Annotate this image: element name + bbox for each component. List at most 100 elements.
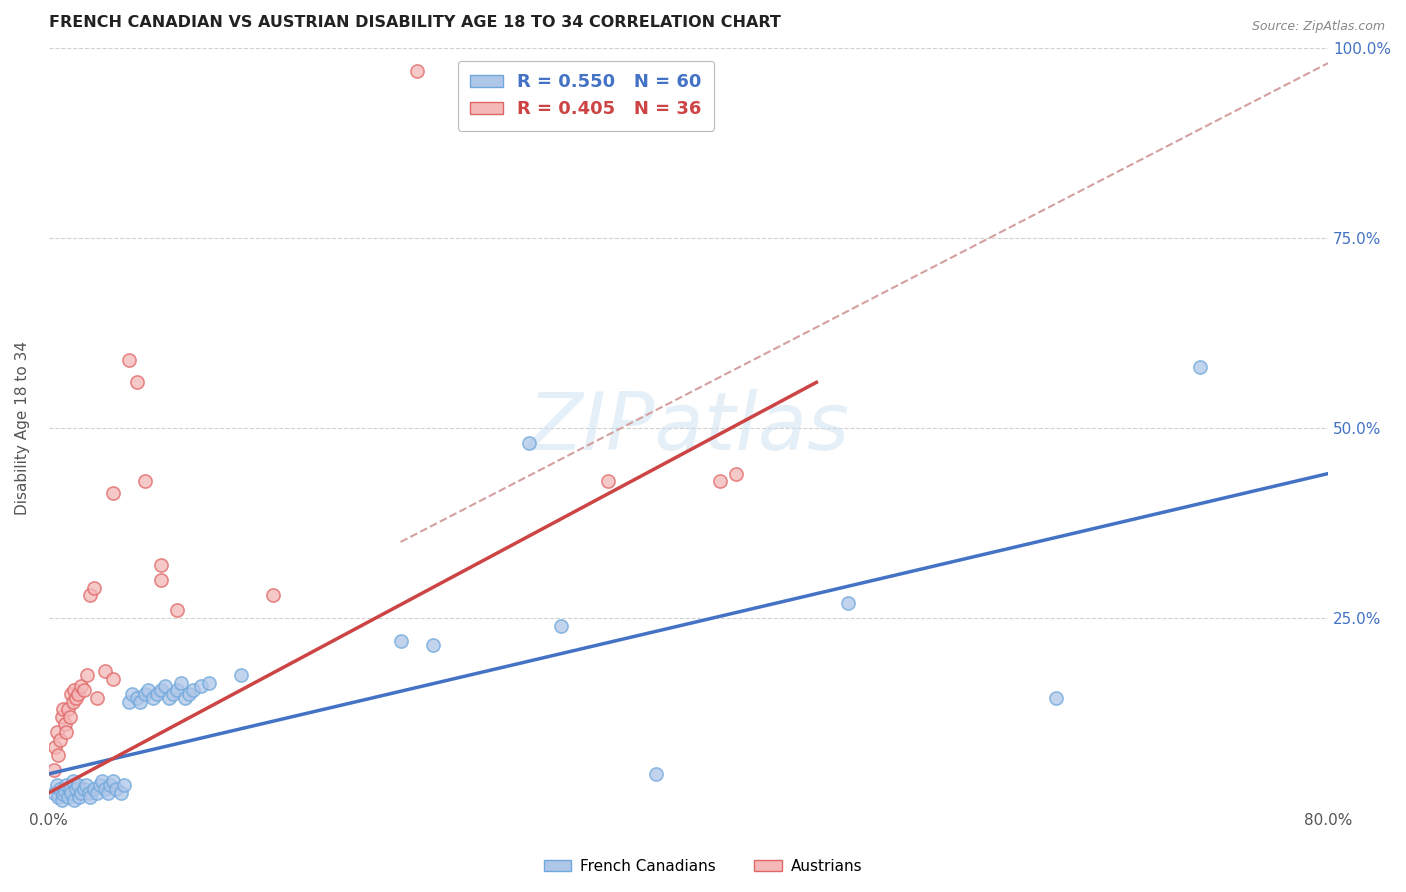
Point (66, 778, 89, 792)
Legend: French Canadians, Austrians: French Canadians, Austrians (537, 853, 869, 880)
Point (166, 683, 188, 698)
Point (98, 778, 121, 792)
Point (173, 690, 195, 705)
Point (42, 763, 65, 777)
Point (229, 668, 252, 682)
Point (46, 789, 69, 804)
Point (58, 782, 80, 797)
Point (46, 747, 69, 762)
Point (179, 687, 201, 701)
Point (709, 474, 731, 488)
Point (146, 687, 169, 701)
Point (89, 778, 111, 792)
Point (52, 788, 75, 802)
Y-axis label: Disability Age 18 to 34: Disability Age 18 to 34 (15, 341, 30, 515)
Point (63, 683, 86, 698)
Point (550, 618, 572, 632)
Point (97, 786, 120, 800)
Point (155, 680, 177, 694)
Point (86, 690, 108, 705)
Point (149, 573, 172, 587)
Point (51, 710, 73, 724)
Point (51, 793, 73, 807)
Point (134, 474, 156, 488)
Point (125, 690, 148, 705)
Point (69, 680, 91, 694)
Point (101, 672, 124, 686)
Point (1189, 360, 1212, 375)
Point (62, 695, 84, 709)
Point (83, 581, 105, 595)
Point (42, 786, 65, 800)
Point (55, 778, 77, 792)
Point (181, 683, 204, 698)
Point (197, 675, 219, 690)
Point (112, 778, 135, 792)
Point (93, 782, 115, 797)
Point (134, 687, 156, 701)
Point (93, 665, 115, 679)
Point (837, 596, 859, 610)
Point (44, 740, 66, 755)
Point (65, 782, 87, 797)
Point (62, 774, 84, 789)
Point (65, 690, 87, 705)
Text: Source: ZipAtlas.com: Source: ZipAtlas.com (1251, 20, 1385, 33)
Point (58, 710, 80, 724)
Point (118, 695, 141, 709)
Point (83, 782, 105, 797)
Point (55, 725, 77, 739)
Point (405, 63, 427, 78)
Point (52, 702, 75, 716)
Point (149, 558, 172, 572)
Point (45, 725, 67, 739)
Point (86, 786, 108, 800)
Point (598, 474, 620, 488)
Point (129, 695, 152, 709)
Point (45, 778, 67, 792)
Point (645, 767, 668, 781)
Point (66, 687, 89, 701)
Point (56, 789, 79, 804)
Legend: R = 0.550   N = 60, R = 0.405   N = 36: R = 0.550 N = 60, R = 0.405 N = 36 (458, 61, 714, 131)
Point (67, 789, 90, 804)
Point (170, 675, 193, 690)
Point (118, 352, 141, 367)
Point (60, 786, 83, 800)
Point (73, 782, 96, 797)
Point (49, 732, 72, 747)
Point (166, 603, 188, 617)
Point (110, 786, 132, 800)
Point (517, 436, 540, 450)
Point (142, 690, 165, 705)
Point (162, 687, 184, 701)
Point (69, 786, 91, 800)
Point (104, 782, 127, 797)
Point (157, 690, 180, 705)
Point (79, 789, 101, 804)
Point (53, 784, 76, 798)
Point (125, 376, 148, 390)
Point (53, 717, 76, 731)
Point (262, 588, 284, 602)
Point (725, 467, 748, 481)
Point (389, 633, 412, 648)
Point (149, 683, 172, 698)
Point (60, 687, 83, 701)
Text: ZIPatlas: ZIPatlas (527, 389, 849, 467)
Point (77, 786, 100, 800)
Point (101, 485, 124, 500)
Point (75, 778, 97, 792)
Text: FRENCH CANADIAN VS AUSTRIAN DISABILITY AGE 18 TO 34 CORRELATION CHART: FRENCH CANADIAN VS AUSTRIAN DISABILITY A… (49, 15, 780, 30)
Point (101, 774, 124, 789)
Point (76, 668, 98, 682)
Point (63, 793, 86, 807)
Point (121, 687, 143, 701)
Point (190, 680, 212, 694)
Point (422, 638, 444, 652)
Point (49, 782, 72, 797)
Point (136, 683, 159, 698)
Point (90, 774, 112, 789)
Point (79, 588, 101, 602)
Point (56, 702, 79, 716)
